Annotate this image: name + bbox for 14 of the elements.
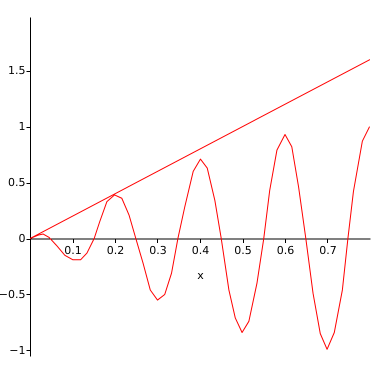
y-tick-label: 1.5 (8, 64, 26, 78)
x-tick-label: 0.4 (192, 244, 210, 258)
x-tick-label: 0.1 (64, 244, 82, 258)
x-tick-label: 0.6 (276, 244, 294, 258)
x-tick-label: 0.5 (234, 244, 252, 258)
x-tick-label: 0.7 (319, 244, 337, 258)
y-tick-label: 1 (18, 120, 26, 134)
y-tick-label: −1 (9, 344, 26, 357)
y-tick-label: 0.5 (8, 176, 26, 190)
x-tick-label: 0.2 (106, 244, 124, 258)
x-tick-label: 0.3 (149, 244, 167, 258)
y-tick-label: 0 (18, 232, 26, 246)
x-axis-title: x (197, 269, 204, 282)
y-tick-label: −0.5 (0, 288, 26, 301)
